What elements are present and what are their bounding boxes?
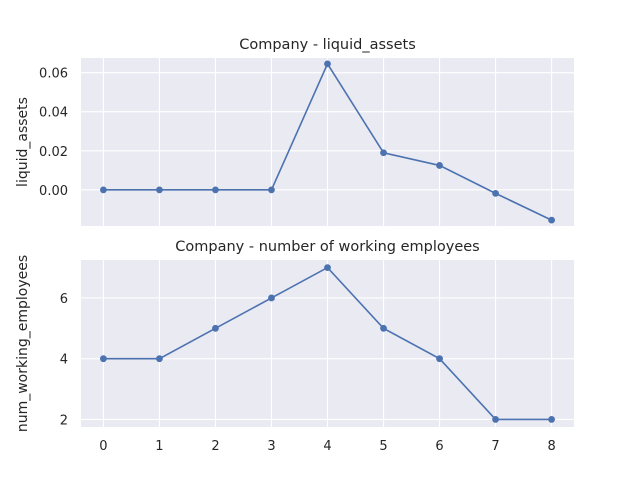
working-employees-y-tick-label: 2 [60,413,68,428]
working-employees-data-point [380,324,387,332]
working-employees-title: Company - number of working employees [175,239,479,255]
working-employees-data-point [156,355,163,363]
liquid-assets-data-point [100,186,107,194]
liquid-assets-data-point [156,186,163,194]
working-employees-x-tick-label: 1 [155,439,163,454]
liquid-assets-data-point [380,149,387,157]
working-employees-x-tick-label: 5 [379,439,387,454]
liquid-assets-data-point [492,189,499,197]
liquid-assets-y-axis-label: liquid_assets [15,97,31,187]
working-employees-x-tick-label: 6 [435,439,443,454]
liquid-assets-chart: 0.00 0.02 0.04 0.06 Company - liquid_assetsl… [15,37,574,226]
liquid-assets-data-point [324,60,331,68]
working-employees-x-tick-label: 7 [491,439,499,454]
working-employees-x-tick-label: 4 [323,439,331,454]
working-employees-data-point [436,355,443,363]
liquid-assets-y-tick-label: 0.06 [39,67,68,82]
working-employees-data-point [100,355,107,363]
liquid-assets-y-tick-label: 0.00 [39,184,68,199]
liquid-assets-title: Company - liquid_assets [239,37,416,53]
liquid-assets-data-point [212,186,219,194]
liquid-assets-data-point [548,216,555,224]
working-employees-data-point [548,416,555,423]
liquid-assets-y-tick-label: 0.04 [39,106,68,121]
working-employees-data-point [268,294,275,302]
liquid-assets-data-point [436,162,443,169]
working-employees-x-tick-label: 2 [211,439,219,454]
working-employees-y-tick-label: 4 [60,353,68,368]
working-employees-data-point [492,416,499,423]
working-employees-y-axis-label: num_working_employees [15,255,31,432]
working-employees-y-tick-label: 6 [60,292,68,307]
liquid-assets-y-tick-label: 0.02 [39,145,68,160]
working-employees-x-tick-label: 8 [547,439,555,454]
working-employees-data-point [324,264,331,271]
working-employees-x-tick-label: 3 [267,439,275,454]
working-employees-chart: 0 1 2 3 4 5 6 7 8 2 4 6 Company - number of working … [15,239,574,454]
liquid-assets-data-point [268,186,275,194]
working-employees-x-tick-label: 0 [99,439,107,454]
working-employees-data-point [212,324,219,332]
